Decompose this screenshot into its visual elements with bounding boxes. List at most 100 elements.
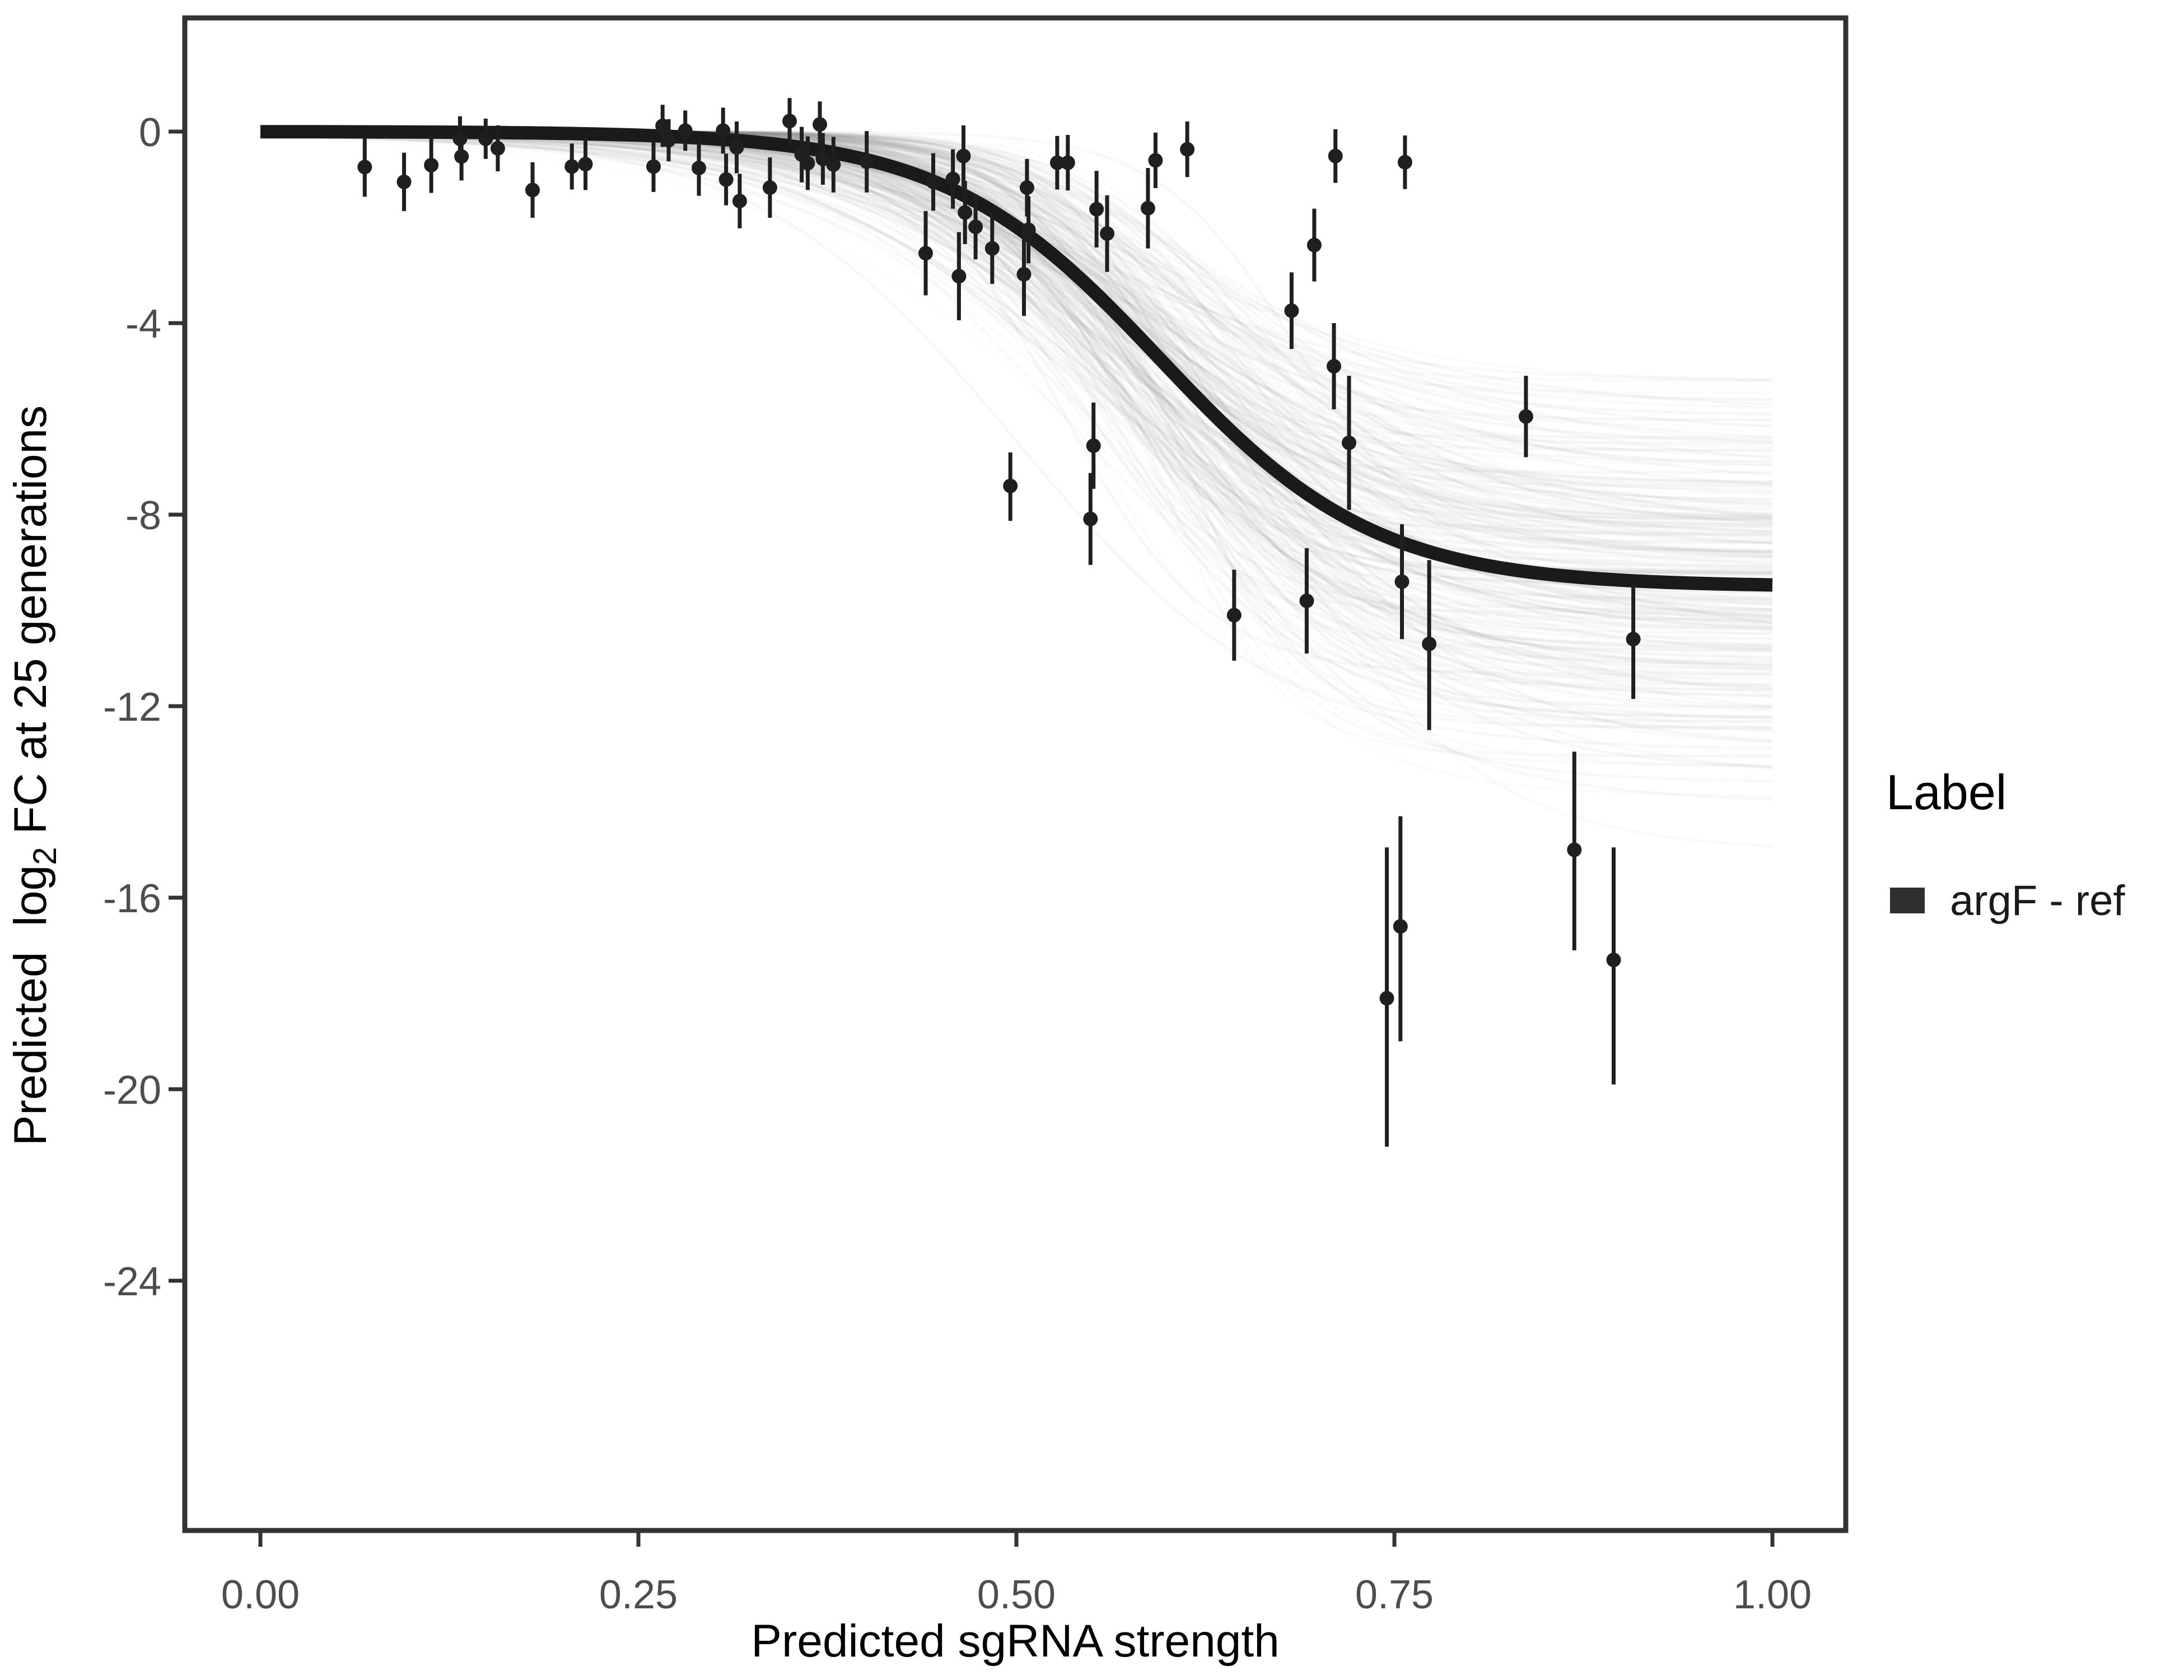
data-point	[1148, 153, 1163, 168]
data-point	[1379, 991, 1394, 1006]
data-point	[1180, 142, 1195, 157]
data-point	[958, 205, 973, 220]
data-point	[859, 154, 874, 169]
data-point	[1626, 632, 1641, 647]
y-tick-label: -16	[103, 876, 161, 921]
data-point	[1397, 155, 1412, 170]
y-tick-label: -12	[103, 685, 161, 730]
data-point	[1226, 608, 1242, 623]
posterior-draw	[260, 133, 1773, 708]
data-point	[1086, 438, 1101, 453]
legend-title: Label	[1886, 764, 2006, 820]
data-point	[692, 160, 706, 175]
legend-label-argf-ref: argF - ref	[1950, 877, 2125, 925]
y-tick-label: -8	[125, 493, 161, 538]
posterior-draw	[260, 132, 1773, 520]
data-point	[729, 140, 744, 155]
data-point	[1393, 919, 1408, 934]
data-point	[956, 148, 971, 164]
data-point	[490, 141, 505, 156]
x-tick-label: 1.00	[1733, 1572, 1812, 1617]
data-point	[678, 123, 693, 138]
data-point	[926, 174, 941, 189]
data-point	[716, 123, 731, 138]
posterior-draw	[260, 134, 1773, 653]
posterior-draw	[260, 132, 1773, 750]
data-point	[1049, 155, 1065, 170]
y-tick-label: 0	[139, 110, 161, 155]
data-point	[762, 180, 777, 195]
data-point	[396, 174, 412, 189]
data-point	[1140, 200, 1155, 216]
data-point	[1518, 409, 1533, 424]
data-point	[1083, 511, 1098, 526]
posterior-draw	[260, 132, 1773, 624]
data-point	[1327, 358, 1341, 374]
data-point	[1342, 435, 1356, 450]
x-tick-label: 0.75	[1355, 1572, 1434, 1617]
posterior-draw	[260, 132, 1773, 668]
data-point	[424, 157, 439, 172]
data-point	[564, 159, 580, 174]
data-point	[732, 193, 747, 208]
data-point	[1003, 478, 1018, 493]
data-point	[1284, 303, 1299, 318]
data-point	[968, 220, 983, 235]
mean-fit-curve	[260, 125, 1773, 592]
posterior-draw	[260, 132, 1773, 671]
data-point	[1100, 226, 1114, 241]
data-point	[945, 171, 960, 186]
data-point	[800, 156, 815, 171]
data-point	[782, 114, 797, 129]
data-point	[646, 159, 661, 174]
posterior-draw	[260, 133, 1773, 695]
data-point	[826, 157, 841, 172]
x-tick-label: 0.25	[599, 1572, 678, 1617]
y-axis-ticks: 0 -4 -8 -12 -16 -20 -24	[103, 110, 185, 1304]
data-point	[1021, 222, 1036, 237]
legend-key-argf-ref	[1890, 888, 1925, 913]
data-point	[1089, 202, 1104, 217]
data-point	[918, 246, 933, 261]
data-point	[478, 131, 493, 146]
x-tick-label: 0.00	[221, 1572, 300, 1617]
data-point	[1422, 636, 1437, 651]
data-point	[813, 117, 827, 132]
y-axis-title: Predicted log2 FC at 25 generations	[5, 405, 63, 1146]
y-tick-label: -20	[103, 1068, 161, 1113]
data-point	[1019, 180, 1034, 195]
posterior-draw	[260, 134, 1773, 460]
data-point	[525, 183, 540, 198]
data-point	[1394, 574, 1410, 589]
x-axis-title: Predicted sgRNA strength	[751, 1616, 1279, 1667]
y-tick-label: -4	[125, 302, 161, 347]
data-point	[718, 172, 734, 187]
data-point	[655, 118, 670, 133]
data-point	[454, 149, 469, 164]
data-point	[578, 157, 593, 172]
y-axis-title-prefix: Predicted log	[5, 865, 56, 1146]
y-tick-label: -24	[103, 1259, 161, 1304]
data-point	[1306, 237, 1322, 253]
data-points-layer	[357, 98, 1641, 1147]
y-axis-title-subscript: 2	[27, 847, 63, 865]
x-axis-ticks: 0.00 0.25 0.50 0.75 1.00	[221, 1530, 1812, 1617]
data-point	[1567, 842, 1582, 857]
posterior-draw	[260, 132, 1773, 618]
data-point	[951, 269, 967, 284]
data-point	[1299, 593, 1314, 608]
data-point	[661, 133, 676, 148]
data-point	[1060, 155, 1075, 170]
legend: Label argF - ref	[1886, 764, 2125, 925]
posterior-draw	[260, 132, 1773, 650]
data-point	[1016, 267, 1032, 282]
posterior-draw	[260, 134, 1773, 477]
data-point	[1328, 148, 1343, 164]
y-axis-title-suffix: FC at 25 generations	[5, 405, 56, 847]
x-tick-label: 0.50	[977, 1572, 1056, 1617]
data-point	[1606, 953, 1621, 968]
data-point	[357, 160, 372, 175]
